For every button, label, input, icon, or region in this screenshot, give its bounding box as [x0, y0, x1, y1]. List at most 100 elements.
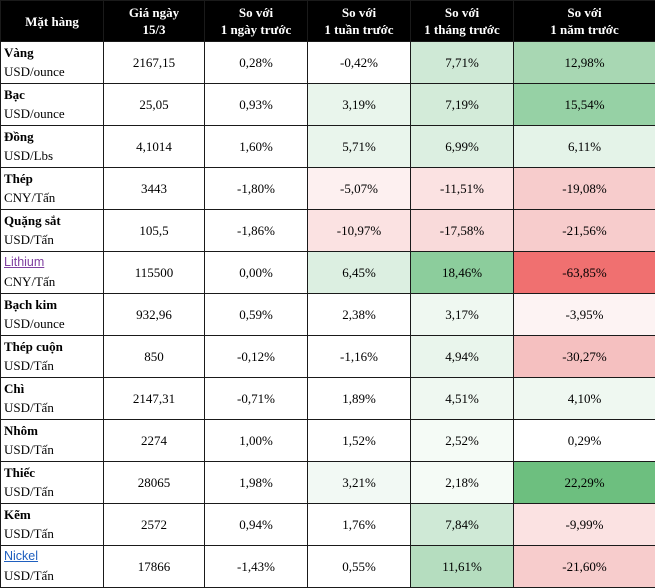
day-change-cell: -1,86%: [205, 210, 308, 252]
commodity-unit: USD/Tấn: [4, 230, 100, 249]
week-change-cell: 0,55%: [308, 546, 411, 588]
commodity-unit: USD/Tấn: [4, 398, 100, 417]
week-change-cell: 1,52%: [308, 420, 411, 462]
week-change-cell: -1,16%: [308, 336, 411, 378]
day-change-cell: 0,28%: [205, 42, 308, 84]
year-change-cell: 0,29%: [514, 420, 655, 462]
year-change-cell: 6,11%: [514, 126, 655, 168]
day-change-cell: 0,00%: [205, 252, 308, 294]
month-change-cell: -17,58%: [411, 210, 514, 252]
price-cell: 115500: [104, 252, 205, 294]
year-change-cell: -63,85%: [514, 252, 655, 294]
month-change-cell: 4,94%: [411, 336, 514, 378]
commodity-link[interactable]: Lithium: [4, 253, 100, 272]
week-change-cell: -0,42%: [308, 42, 411, 84]
header-item: Mặt hàng: [1, 1, 104, 42]
commodity-unit: USD/ounce: [4, 314, 100, 333]
commodity-name: Chì: [4, 379, 100, 398]
day-change-cell: -0,71%: [205, 378, 308, 420]
week-change-cell: 6,45%: [308, 252, 411, 294]
year-change-cell: -19,08%: [514, 168, 655, 210]
commodity-name: Đồng: [4, 127, 100, 146]
week-change-cell: 1,76%: [308, 504, 411, 546]
commodity-name: Quặng sắt: [4, 211, 100, 230]
commodity-name: Vàng: [4, 43, 100, 62]
price-cell: 28065: [104, 462, 205, 504]
month-change-cell: 4,51%: [411, 378, 514, 420]
commodity-unit: USD/Tấn: [4, 524, 100, 543]
week-change-cell: -5,07%: [308, 168, 411, 210]
commodity-unit: USD/Tấn: [4, 356, 100, 375]
day-change-cell: 0,94%: [205, 504, 308, 546]
day-change-cell: 0,93%: [205, 84, 308, 126]
day-change-cell: 1,98%: [205, 462, 308, 504]
month-change-cell: 6,99%: [411, 126, 514, 168]
commodity-name: Kẽm: [4, 505, 100, 524]
year-change-cell: -21,60%: [514, 546, 655, 588]
week-change-cell: 5,71%: [308, 126, 411, 168]
month-change-cell: 11,61%: [411, 546, 514, 588]
day-change-cell: -1,80%: [205, 168, 308, 210]
day-change-cell: -1,43%: [205, 546, 308, 588]
commodity-name: Thép cuộn: [4, 337, 100, 356]
day-change-cell: 1,00%: [205, 420, 308, 462]
commodity-name: Thiếc: [4, 463, 100, 482]
price-cell: 850: [104, 336, 205, 378]
commodity-unit: USD/ounce: [4, 104, 100, 123]
week-change-cell: 3,21%: [308, 462, 411, 504]
week-change-cell: 2,38%: [308, 294, 411, 336]
price-cell: 17866: [104, 546, 205, 588]
commodity-unit: USD/ounce: [4, 62, 100, 81]
month-change-cell: 2,18%: [411, 462, 514, 504]
commodity-unit: USD/Tấn: [4, 482, 100, 501]
commodity-name: Bạch kim: [4, 295, 100, 314]
price-cell: 25,05: [104, 84, 205, 126]
year-change-cell: -9,99%: [514, 504, 655, 546]
commodity-unit: USD/Tấn: [4, 566, 100, 585]
price-cell: 2167,15: [104, 42, 205, 84]
price-cell: 932,96: [104, 294, 205, 336]
year-change-cell: -3,95%: [514, 294, 655, 336]
year-change-cell: 22,29%: [514, 462, 655, 504]
price-cell: 4,1014: [104, 126, 205, 168]
year-change-cell: 15,54%: [514, 84, 655, 126]
month-change-cell: 2,52%: [411, 420, 514, 462]
day-change-cell: -0,12%: [205, 336, 308, 378]
commodity-unit: CNY/Tấn: [4, 272, 100, 291]
commodity-link[interactable]: Nickel: [4, 547, 100, 566]
commodity-name: Thép: [4, 169, 100, 188]
month-change-cell: -11,51%: [411, 168, 514, 210]
price-cell: 105,5: [104, 210, 205, 252]
year-change-cell: 12,98%: [514, 42, 655, 84]
commodity-name: Nhôm: [4, 421, 100, 440]
day-change-cell: 1,60%: [205, 126, 308, 168]
commodity-unit: USD/Lbs: [4, 146, 100, 165]
month-change-cell: 7,19%: [411, 84, 514, 126]
week-change-cell: 3,19%: [308, 84, 411, 126]
commodity-unit: CNY/Tấn: [4, 188, 100, 207]
